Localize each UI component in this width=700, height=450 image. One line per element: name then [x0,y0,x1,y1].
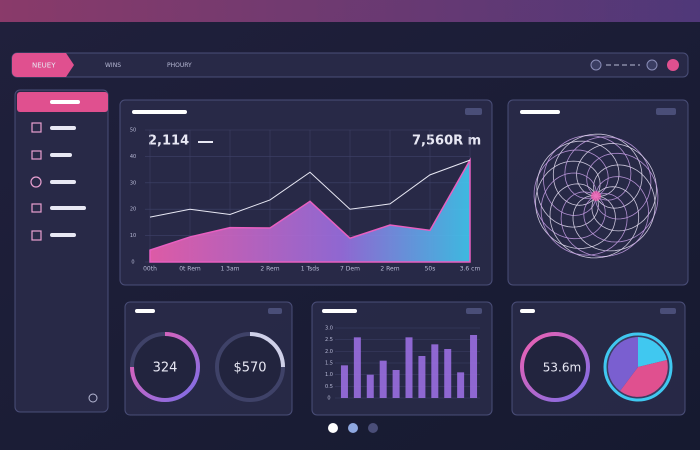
pie-slice [608,337,638,391]
panel-title [322,309,357,313]
gauge-arc [130,332,200,402]
brand[interactable]: NEUEY [32,62,56,70]
y-tick-label: 10 [130,233,136,239]
icon [31,122,42,133]
x-tick-label: 00th [143,266,157,273]
bar [353,337,361,398]
spiral-stroke [549,183,640,259]
spiral-stroke [576,143,657,232]
sidebar-icons [30,122,42,241]
sidebar [14,89,109,413]
gauge-ring [520,332,590,402]
panel-title [132,110,187,114]
panel-title [135,309,155,313]
y-tick-label: 2.5 [325,337,333,343]
icon [31,230,42,241]
sidebar-item[interactable] [50,180,76,184]
x-tick-label: 1 3am [220,266,239,273]
icon [30,176,42,188]
bar [366,374,374,398]
x-tick-label: 2 Rem [380,266,399,273]
spiral-stroke [543,135,632,216]
sidebar-item[interactable] [50,126,76,130]
spiral-stroke [564,136,652,220]
nav-tab[interactable]: PHOURY [167,62,192,69]
bar [405,337,413,398]
gauge-value: $570 [233,361,266,376]
y-tick-label: 0.5 [325,384,333,390]
bar [340,365,348,398]
icon [31,150,42,160]
y-tick-label: 30 [130,180,136,186]
y-tick-label: 20 [130,207,136,213]
page-dot[interactable] [348,423,358,433]
x-tick-label: 7 Dem [340,266,360,273]
x-tick-label: 2 Rem [260,266,279,273]
kpi-right: 7,560R m [412,134,481,149]
spiral-stroke [583,152,659,243]
icon-button[interactable] [590,59,602,71]
panel-menu[interactable] [466,308,482,314]
panel-menu[interactable] [656,108,676,115]
x-tick-label: 1 Tsds [301,266,319,273]
sidebar-item[interactable] [50,206,86,210]
panel-menu[interactable] [268,308,282,314]
icon [31,203,42,213]
spiral-stroke [572,164,656,252]
panel-menu[interactable] [660,308,676,314]
sidebar-item[interactable] [50,233,76,237]
x-tick-label: 50s [425,266,436,273]
x-tick-label: 0t Rem [179,266,201,273]
gauge-arc [249,332,285,368]
y-tick-label: 3.0 [325,326,333,332]
panel-title [520,309,535,313]
y-tick-label: 40 [130,154,136,160]
spiral-stroke [533,149,609,240]
bar [418,356,426,398]
pie-slice [638,337,667,367]
bar [470,335,478,398]
x-tick-label: 3.6 cm [460,266,481,273]
kpi-left: 2,114 [148,134,189,149]
spiral-stroke [560,176,649,257]
icon-button[interactable] [646,59,658,71]
sidebar-label [50,100,80,104]
brand-pill[interactable] [12,53,74,77]
avatar[interactable] [667,59,679,71]
bar [444,349,452,398]
nav-tab[interactable]: WINS [105,62,121,69]
y-tick-label: 1.0 [325,372,333,378]
panel-menu[interactable] [465,108,482,115]
y-tick-label: 2.0 [325,349,333,355]
spiral-stroke [552,133,643,209]
bar [431,344,439,398]
sidebar-labels [50,126,86,237]
line [149,159,471,218]
spiral-stroke [540,172,628,256]
settings-icon[interactable] [88,393,98,403]
gauge-value: 53.6m [543,361,581,375]
area [149,157,471,263]
gauge-value: 324 [153,361,178,376]
spiral-center [591,191,601,201]
y-tick-label: 0 [327,396,330,402]
spiral-stroke [536,140,620,228]
page-dot[interactable] [368,423,378,433]
bar [392,370,400,398]
sidebar-item[interactable] [50,153,72,157]
bar [379,360,387,398]
page-dot[interactable] [328,423,338,433]
bar [457,372,465,398]
top-glow [0,0,700,22]
spiral-stroke [535,160,616,249]
spiral-graphic [533,133,659,259]
y-tick-label: 0 [131,260,134,266]
panel-title [520,110,560,114]
pie-slice [620,360,668,397]
y-tick-label: 1.5 [325,361,333,367]
y-tick-label: 50 [130,128,136,134]
